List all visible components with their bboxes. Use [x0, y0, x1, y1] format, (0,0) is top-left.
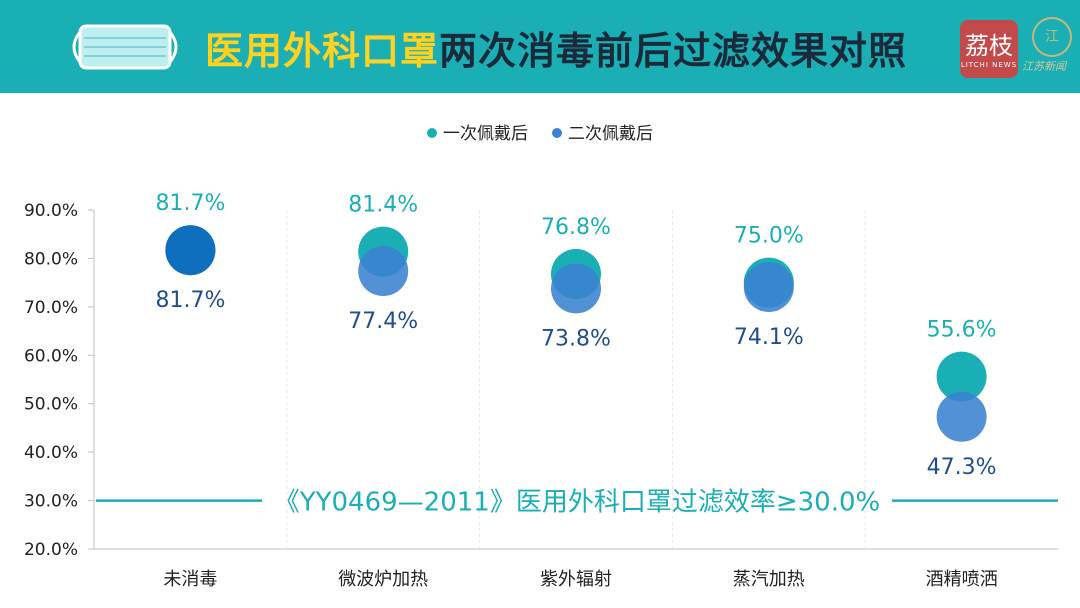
data-label-series2: 74.1% — [734, 325, 804, 350]
point-series2 — [743, 262, 794, 313]
point-series1 — [936, 351, 987, 402]
x-tick-label: 蒸汽加热 — [733, 569, 805, 590]
y-tick-label: 40.0% — [24, 443, 78, 463]
data-labels: 81.7% 81.7% 81.4% 77.4% 76.8% 73.8% 75.0% 74.1%… — [155, 191, 996, 480]
legend-label-1: 一次佩戴后 — [443, 124, 528, 144]
x-tick-label: 紫外辐射 — [540, 569, 612, 590]
seal-caption: 江苏新闻 — [1022, 60, 1066, 73]
litchi-news-logo: 荔枝 LITCHI NEWS — [960, 20, 1018, 78]
header-banner: 医用外科口罩两次消毒前后过滤效果对照 荔枝 LITCHI NEWS 江 江苏新闻 — [0, 0, 1080, 93]
y-axis: 20.0% 30.0% 40.0% 50.0% 60.0% 70.0% 80.0% 90.0% — [24, 201, 1058, 560]
point-series2 — [551, 263, 601, 314]
scatter-chart: 一次佩戴后 二次佩戴后 20.0% 30.0% 40.0% 50.0% 60.0% 70.0… — [24, 124, 1058, 590]
title-rest: 两次消毒前后过滤效果对照 — [439, 29, 908, 73]
data-label-series1: 76.8% — [541, 215, 611, 240]
y-tick-label: 30.0% — [24, 492, 78, 512]
title-highlight: 医用外科口罩 — [205, 29, 440, 73]
threshold-label: 《YY0469—2011》医用外科口罩过滤效率≥30.0% — [274, 488, 880, 518]
data-label-series1: 81.7% — [155, 191, 225, 216]
x-tick-label: 酒精喷洒 — [926, 569, 998, 590]
x-tick-label: 微波炉加热 — [338, 569, 428, 590]
y-tick-label: 90.0% — [24, 201, 78, 221]
logo-subtext: LITCHI NEWS — [960, 61, 1018, 69]
point-series2 — [936, 391, 987, 442]
data-label-series1: 75.0% — [734, 224, 804, 249]
data-label-series2: 77.4% — [348, 309, 418, 334]
data-label-series2: 81.7% — [155, 288, 225, 313]
legend-label-2: 二次佩戴后 — [568, 124, 653, 144]
data-label-series2: 73.8% — [541, 326, 611, 351]
seal-icon: 江 — [1032, 17, 1072, 57]
point-series2 — [165, 225, 216, 276]
legend-marker-1 — [427, 128, 437, 138]
y-tick-label: 80.0% — [24, 249, 78, 269]
data-label-series2: 47.3% — [927, 455, 997, 480]
y-tick-label: 60.0% — [24, 346, 78, 366]
face-mask-icon — [72, 24, 178, 70]
legend: 一次佩戴后 二次佩戴后 — [427, 124, 653, 144]
point-series2 — [358, 246, 409, 297]
data-points — [165, 225, 987, 442]
page-title: 医用外科口罩两次消毒前后过滤效果对照 — [205, 20, 907, 75]
x-axis: 未消毒 微波炉加热 紫外辐射 蒸汽加热 酒精喷洒 — [163, 569, 997, 590]
y-tick-label: 50.0% — [24, 395, 78, 415]
logo-text: 荔枝 — [965, 32, 1013, 60]
x-tick-label: 未消毒 — [163, 569, 217, 590]
legend-marker-2 — [552, 128, 562, 138]
y-tick-label: 70.0% — [24, 298, 78, 318]
y-tick-label: 20.0% — [24, 540, 78, 560]
data-label-series1: 55.6% — [927, 318, 997, 343]
data-label-series1: 81.4% — [348, 193, 418, 218]
threshold-line: 《YY0469—2011》医用外科口罩过滤效率≥30.0% — [96, 488, 1058, 518]
